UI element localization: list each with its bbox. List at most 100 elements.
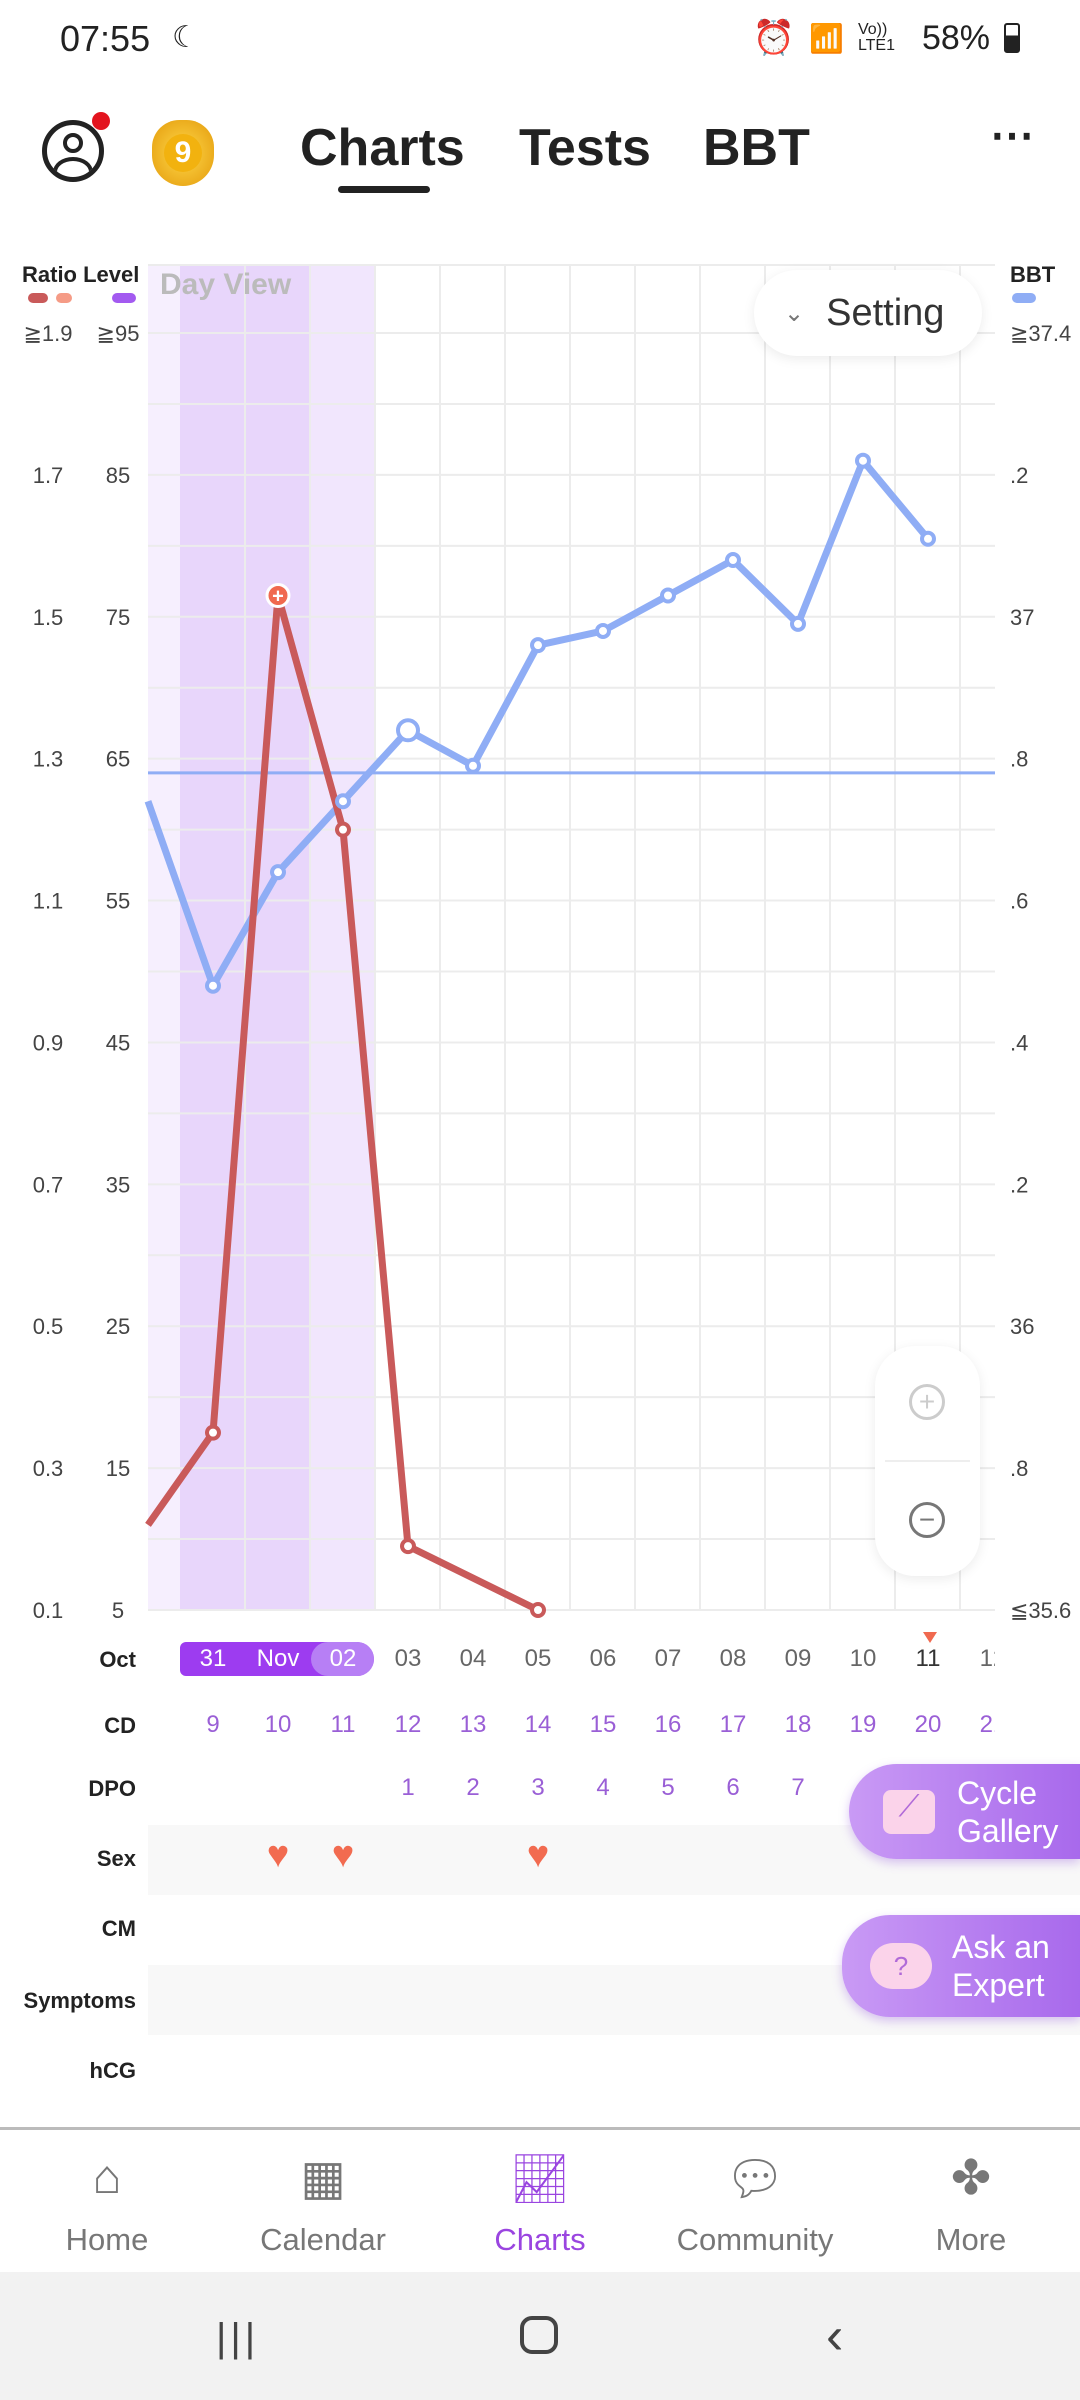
ratio-point [205, 1424, 221, 1441]
heart-icon[interactable]: ♥ [331, 1834, 355, 1876]
date-label[interactable]: 05 [524, 1645, 552, 1672]
heart-icon[interactable]: ♥ [526, 1834, 550, 1876]
cd-label: CD [104, 1713, 136, 1738]
home-icon: ⌂ [92, 2151, 122, 2204]
back-icon[interactable]: ‹ [826, 2307, 844, 2365]
date-label[interactable]: 31 [199, 1645, 227, 1672]
ask-expert-button[interactable]: ? Ask an Expert [842, 1915, 1080, 2017]
zoom-out-icon[interactable]: − [909, 1502, 945, 1538]
date-label[interactable]: Nov [256, 1645, 300, 1672]
cycle-day: 19 [849, 1711, 877, 1738]
level-axis-label: 45 [106, 1030, 130, 1055]
peak-plus-icon: + [272, 585, 284, 607]
day-rows: 31Nov02030405060708091011129101112131415… [199, 1645, 995, 1876]
nav-home[interactable]: ⌂ Home [7, 2150, 207, 2258]
system-nav-bar: ||| ‹ [0, 2272, 1080, 2400]
cycle-day: 9 [206, 1711, 220, 1738]
tab-charts[interactable]: Charts [300, 119, 465, 177]
level-axis-label: 35 [106, 1172, 130, 1197]
date-label[interactable]: 02 [329, 1645, 357, 1672]
ratio-axis-label: 0.9 [33, 1030, 64, 1055]
cycle-day: 16 [654, 1711, 682, 1738]
nav-community[interactable]: 💬︎ Community [655, 2150, 855, 2258]
date-label[interactable]: 12 [979, 1645, 995, 1672]
ratio-axis-label: 1.7 [33, 463, 64, 488]
ratio-light-legend-swatch [56, 293, 72, 303]
dpo-day: 3 [531, 1774, 545, 1801]
level-badge-icon[interactable]: 9 [152, 120, 214, 186]
fertile-band-light [310, 265, 375, 1610]
ratio-axis-label: 0.3 [33, 1456, 64, 1481]
notification-dot [92, 112, 110, 130]
cycle-day: 20 [914, 1711, 942, 1738]
ratio-axis-label: 0.5 [33, 1314, 64, 1339]
peak-ratio-point [265, 582, 291, 608]
home-system-icon[interactable] [520, 2316, 558, 2354]
ratio-point [530, 1602, 546, 1618]
symptoms-label: Symptoms [23, 1988, 136, 2013]
tab-bbt[interactable]: BBT [703, 119, 810, 177]
date-label[interactable]: 07 [654, 1645, 682, 1672]
bbt-point [465, 757, 481, 774]
expert-chat-icon: ? [870, 1943, 932, 1989]
header: 9 Charts Tests BBT ⋯ [0, 100, 1080, 210]
cycle-day: 11 [330, 1711, 356, 1738]
date-label[interactable]: 08 [719, 1645, 747, 1672]
cycle-day: 15 [589, 1711, 617, 1738]
date-label[interactable]: 04 [459, 1645, 487, 1672]
active-tab-indicator [338, 186, 430, 193]
date-label[interactable]: 03 [394, 1645, 422, 1672]
day-view-label: Day View [160, 268, 292, 301]
bbt-legend: BBT [1010, 262, 1056, 287]
nav-charts[interactable]: 📈︎ Charts [440, 2150, 640, 2258]
heart-icon[interactable]: ♥ [266, 1834, 290, 1876]
level-legend-swatch [112, 293, 136, 303]
cycle-gallery-button[interactable]: ⟋ Cycle Gallery [849, 1764, 1080, 1859]
ratio-axis-label: 0.7 [33, 1172, 64, 1197]
setting-button[interactable]: ⌄ Setting [754, 270, 982, 356]
bbt-ratio-chart[interactable]: ≧1.9 1.7 1.5 1.3 1.1 0.9 0.7 0.5 0.3 0.1 ≧95 85 75 65… [0, 0, 1080, 1640]
cycle-day: 17 [719, 1711, 747, 1738]
calendar-icon: ▦ [300, 2152, 346, 2205]
bbt-point [270, 864, 286, 881]
level-axis-label: 5 [112, 1598, 124, 1623]
date-label[interactable]: 09 [784, 1645, 812, 1672]
dpo-label: DPO [88, 1776, 136, 1801]
tab-tests[interactable]: Tests [519, 119, 651, 177]
bbt-point [660, 587, 676, 604]
bbt-axis-label: 36 [1010, 1314, 1034, 1339]
dpo-day: 4 [596, 1774, 610, 1801]
recents-icon[interactable]: ||| [216, 2316, 260, 2360]
dpo-day: 6 [726, 1774, 740, 1801]
status-time: 07:55 [60, 18, 151, 59]
wifi-icon: 📶 [809, 22, 844, 54]
month-label: Oct [99, 1647, 136, 1672]
bbt-point [530, 637, 546, 654]
community-icon: 💬︎ [724, 2153, 786, 2206]
cycle-day: 10 [264, 1711, 292, 1738]
bbt-axis-label: ≦35.6 [1010, 1598, 1071, 1623]
bbt-legend-swatch [1012, 293, 1036, 303]
level-axis-label: 65 [106, 747, 130, 772]
level-axis-label: 25 [106, 1314, 130, 1339]
bbt-point [855, 452, 871, 469]
date-label[interactable]: 11 [915, 1645, 941, 1672]
battery-text: 58% [921, 18, 990, 57]
more-options-icon[interactable]: ⋯ [990, 111, 1034, 160]
zoom-in-icon[interactable]: + [909, 1384, 945, 1420]
bbt-point [205, 977, 221, 994]
pre-fertile-band [148, 265, 180, 1610]
date-label[interactable]: 10 [849, 1645, 877, 1672]
nav-calendar[interactable]: ▦ Calendar [223, 2150, 423, 2258]
moon-icon: ☾ [172, 21, 199, 54]
bbt-axis-label: .8 [1010, 747, 1028, 772]
ratio-axis-label: 1.5 [33, 605, 64, 630]
more-grid-icon: ✤ [950, 2152, 992, 2205]
nav-more[interactable]: ✤ More [871, 2150, 1071, 2258]
bbt-point [920, 530, 936, 547]
bbt-axis-label: ≧37.4 [1010, 321, 1071, 346]
sex-label: Sex [96, 1846, 136, 1871]
profile-avatar-icon[interactable] [42, 120, 104, 182]
date-label[interactable]: 06 [589, 1645, 617, 1672]
bbt-axis-label: .2 [1010, 463, 1028, 488]
